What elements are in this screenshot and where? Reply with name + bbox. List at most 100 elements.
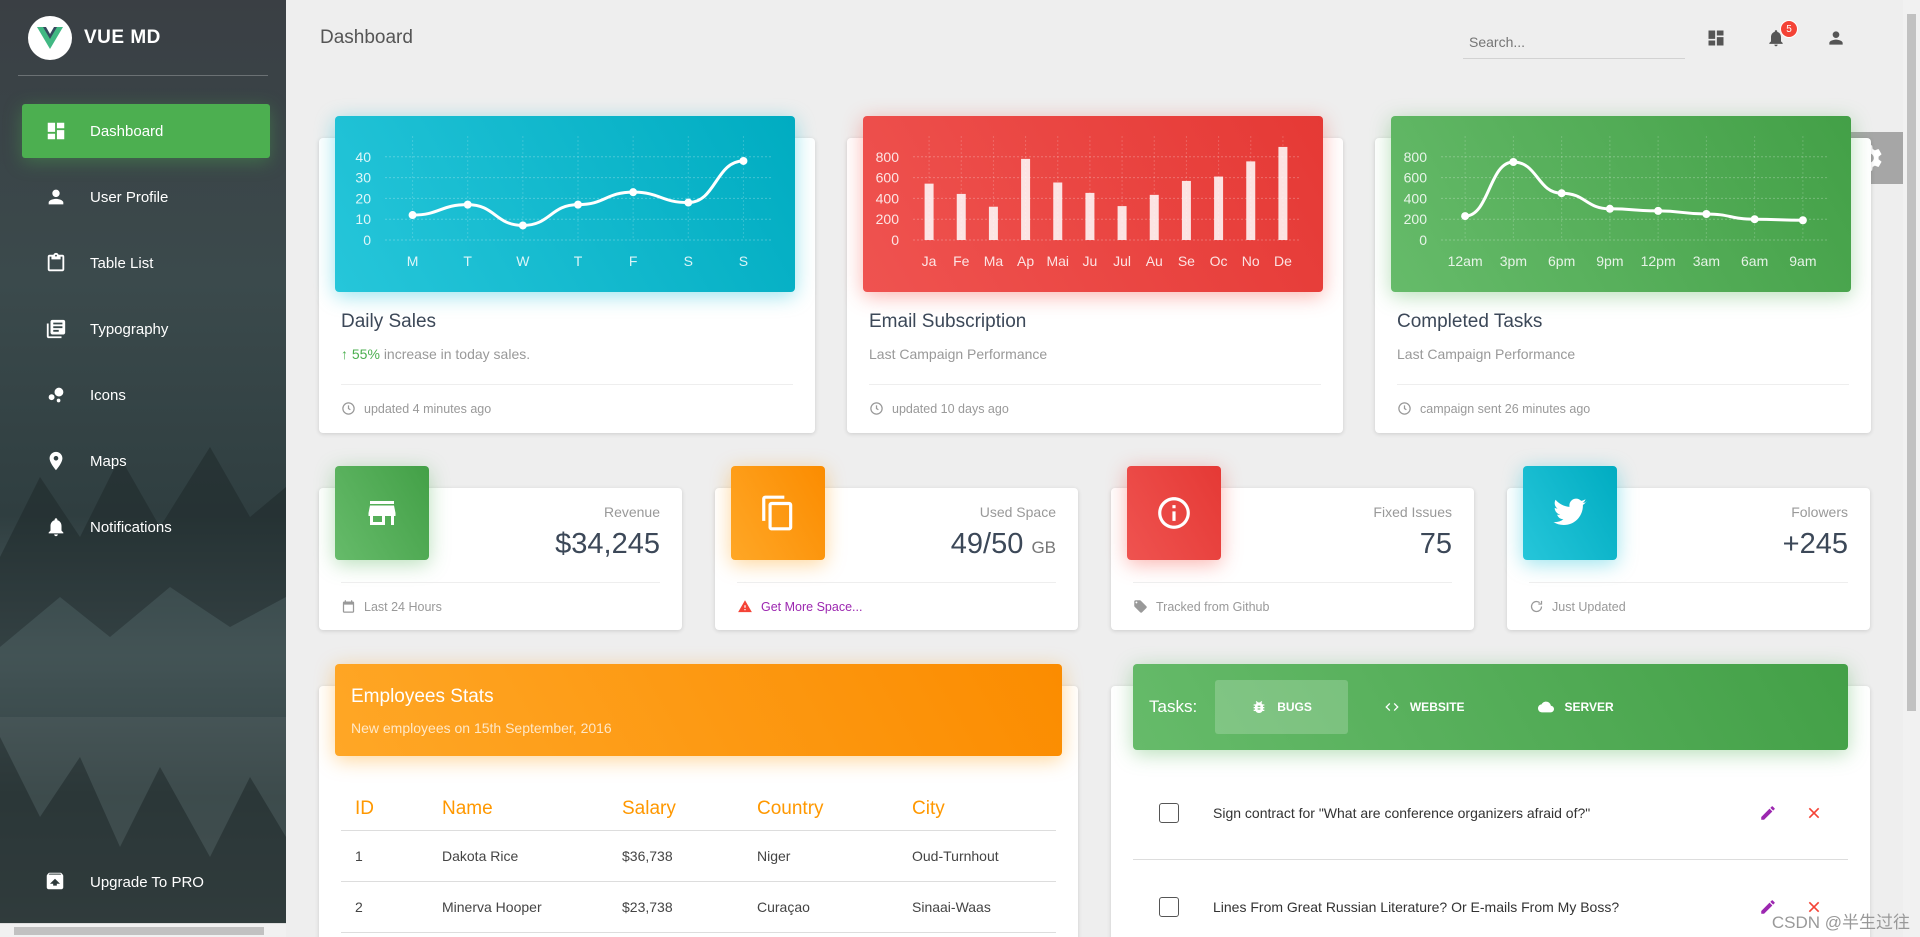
- search-input[interactable]: [1463, 25, 1685, 59]
- sidebar-item-label: Typography: [90, 320, 169, 338]
- notification-badge: 5: [1780, 20, 1798, 38]
- stat-category: Fixed Issues: [1373, 504, 1452, 520]
- stat-value-number: +245: [1782, 528, 1848, 560]
- person-icon: [1826, 28, 1846, 48]
- data-point: [1557, 189, 1566, 198]
- email-subscription-bar-chart: 0 200 400 600 800 Ja Fe Ma Ap Mai Ju Jul Au Se Oc No De: [876, 136, 1299, 269]
- x-tick-label: T: [463, 253, 472, 269]
- table-cell: $23,738: [608, 881, 743, 933]
- x-tick-label: Ap: [1017, 253, 1034, 269]
- scrollbar-thumb[interactable]: [1907, 14, 1916, 711]
- table-header-row: ID Name Salary Country City: [341, 790, 1056, 831]
- warning-icon: [737, 599, 753, 614]
- data-point: [1461, 212, 1470, 221]
- unarchive-icon: [44, 870, 68, 894]
- y-tick-label: 400: [1404, 190, 1428, 206]
- followers-stat-card: Folowers +245 Just Updated: [1507, 466, 1870, 630]
- tab-label: BUGS: [1277, 700, 1312, 714]
- column-header: ID: [341, 790, 428, 831]
- x-tick-label: W: [516, 253, 530, 269]
- brand[interactable]: VUE MD: [18, 0, 268, 76]
- daily-sales-line-chart: 0 10 20 30 40 M T W T F S S: [355, 136, 771, 269]
- daily-sales-card: 0 10 20 30 40 M T W T F S S Daily Sales ↑ 55% incre…: [319, 116, 815, 433]
- bell-icon: [1766, 28, 1786, 48]
- x-tick-label: Oc: [1210, 253, 1228, 269]
- clock-icon: [869, 401, 884, 416]
- horizontal-scrollbar[interactable]: [0, 923, 286, 937]
- code-icon: [1384, 699, 1400, 715]
- user-menu-button[interactable]: [1824, 26, 1848, 50]
- task-checkbox[interactable]: [1159, 802, 1179, 823]
- x-tick-label: Jul: [1113, 253, 1131, 269]
- sidebar-item-notifications[interactable]: Notifications: [22, 500, 270, 554]
- sidebar-item-table-list[interactable]: Table List: [22, 236, 270, 290]
- y-tick-label: 30: [355, 170, 371, 186]
- bar: [924, 183, 934, 240]
- x-tick-label: F: [629, 253, 638, 269]
- x-tick-label: 3am: [1693, 253, 1720, 269]
- sidebar-item-label: User Profile: [90, 188, 169, 206]
- tab-website[interactable]: WEBSITE: [1348, 680, 1501, 734]
- task-row: Lines From Great Russian Literature? Or …: [1133, 860, 1848, 937]
- bubble-chart-icon: [44, 383, 68, 407]
- info-outline-icon: [1155, 494, 1193, 532]
- x-tick-label: T: [574, 253, 583, 269]
- location-pin-icon: [44, 449, 68, 473]
- x-tick-label: 12pm: [1641, 253, 1676, 269]
- x-tick-label: Fe: [953, 253, 970, 269]
- x-tick-label: Ju: [1083, 253, 1098, 269]
- data-point: [518, 221, 527, 230]
- notifications-button[interactable]: 5: [1764, 20, 1798, 50]
- column-header: Name: [428, 790, 608, 831]
- remove-button[interactable]: [1802, 801, 1826, 825]
- x-tick-label: M: [407, 253, 419, 269]
- upgrade-to-pro-link[interactable]: Upgrade To PRO: [22, 855, 204, 909]
- y-tick-label: 10: [355, 211, 371, 227]
- arrow-up-icon: ↑: [341, 346, 348, 362]
- edit-button[interactable]: [1756, 895, 1780, 919]
- sidebar-item-icons[interactable]: Icons: [22, 368, 270, 422]
- dashboard-toggle-button[interactable]: [1704, 26, 1728, 50]
- x-tick-label: Au: [1146, 253, 1163, 269]
- y-tick-label: 600: [876, 170, 900, 186]
- table-cell: Minerva Hooper: [428, 881, 608, 933]
- y-tick-label: 800: [876, 149, 900, 165]
- tab-server[interactable]: SERVER: [1501, 680, 1650, 734]
- data-point: [574, 200, 582, 209]
- footer-text: Tracked from Github: [1156, 599, 1270, 614]
- bell-icon: [44, 515, 68, 539]
- bar: [1117, 206, 1127, 240]
- sidebar-item-typography[interactable]: Typography: [22, 302, 270, 356]
- stat-icon-box: [335, 466, 429, 560]
- twitter-icon: [1550, 495, 1590, 531]
- sidebar-item-dashboard[interactable]: Dashboard: [22, 104, 270, 158]
- calendar-icon: [341, 599, 356, 614]
- bar: [1053, 182, 1063, 240]
- card-footer: Tracked from Github: [1133, 582, 1452, 614]
- upgrade-label: Upgrade To PRO: [90, 873, 204, 891]
- column-header: Country: [743, 790, 898, 831]
- sidebar-item-maps[interactable]: Maps: [22, 434, 270, 488]
- sidebar-item-user-profile[interactable]: User Profile: [22, 170, 270, 224]
- card-category: Last Campaign Performance: [869, 346, 1048, 362]
- card-footer: Get More Space...: [737, 582, 1056, 614]
- y-tick-label: 600: [1404, 170, 1428, 186]
- x-tick-label: Ja: [922, 253, 937, 269]
- series-line: [1464, 160, 1803, 222]
- card-title: Daily Sales: [341, 311, 437, 332]
- get-more-space-link[interactable]: Get More Space...: [761, 599, 863, 614]
- table-row: 2 Minerva Hooper $23,738 Curaçao Sinaai-…: [341, 881, 1056, 933]
- scrollbar-thumb[interactable]: [14, 927, 264, 935]
- remove-button[interactable]: [1802, 895, 1826, 919]
- stat-value: 75: [1420, 528, 1452, 561]
- card-category: Last Campaign Performance: [1397, 346, 1576, 362]
- vertical-scrollbar[interactable]: [1903, 0, 1920, 937]
- edit-button[interactable]: [1756, 801, 1780, 825]
- x-tick-label: 6pm: [1548, 253, 1575, 269]
- footer-text: updated 4 minutes ago: [364, 401, 492, 416]
- tab-bugs[interactable]: BUGS: [1215, 680, 1348, 734]
- task-text: Sign contract for "What are conference o…: [1213, 804, 1591, 821]
- page-title: Dashboard: [320, 27, 413, 48]
- task-checkbox[interactable]: [1159, 897, 1179, 917]
- edit-icon: [1759, 898, 1777, 916]
